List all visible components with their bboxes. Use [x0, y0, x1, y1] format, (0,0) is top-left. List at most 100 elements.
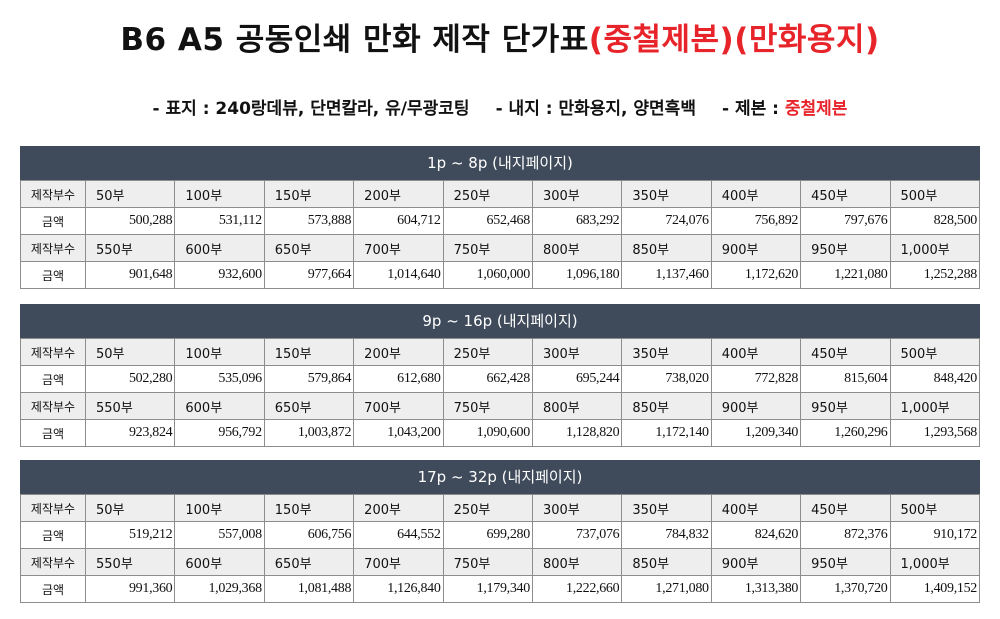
price-cell: 604,712: [353, 207, 444, 235]
quantity-cell: 700부: [353, 392, 444, 420]
price-cell: 531,112: [174, 207, 265, 235]
price-cell: 1,137,460: [621, 261, 712, 289]
price-cell: 1,293,568: [889, 419, 981, 447]
price-cell: 848,420: [889, 365, 981, 393]
quantity-row: 제작부수 50부 100부 150부 200부 250부 300부 350부 400부 450부 5…: [20, 494, 981, 522]
row-label-quantity: 제작부수: [20, 392, 86, 420]
price-cell: 1,014,640: [353, 261, 444, 289]
price-cell: 991,360: [84, 575, 176, 603]
quantity-cell: 750부: [442, 548, 533, 576]
price-row: 금액 901,648 932,600 977,664 1,014,640 1,060,00…: [20, 261, 981, 289]
row-label-price: 금액: [20, 575, 86, 603]
price-section-1-8p: 1p ~ 8p (내지페이지) 제작부수 50부 100부 150부 200부 250부 3…: [20, 146, 981, 289]
section-header: 9p ~ 16p (내지페이지): [20, 304, 980, 338]
quantity-cell: 850부: [621, 234, 712, 262]
quantity-row: 제작부수 50부 100부 150부 200부 250부 300부 350부 400부 450부 5…: [20, 338, 981, 366]
row-label-price: 금액: [20, 419, 86, 447]
price-cell: 699,280: [442, 521, 533, 549]
quantity-cell: 550부: [84, 548, 176, 576]
section-header: 1p ~ 8p (내지페이지): [20, 146, 980, 180]
quantity-cell: 650부: [263, 234, 355, 262]
price-cell: 652,468: [442, 207, 533, 235]
row-label-price: 금액: [20, 261, 86, 289]
row-label-quantity: 제작부수: [20, 338, 86, 366]
price-cell: 1,043,200: [353, 419, 444, 447]
price-section-17-32p: 17p ~ 32p (내지페이지) 제작부수 50부 100부 150부 200부 250…: [20, 460, 981, 603]
quantity-cell: 150부: [263, 180, 355, 208]
price-row: 금액 502,280 535,096 579,864 612,680 662,428 695…: [20, 365, 981, 393]
price-cell: 1,179,340: [442, 575, 533, 603]
quantity-cell: 150부: [263, 494, 355, 522]
price-cell: 815,604: [800, 365, 891, 393]
price-cell: 1,060,000: [442, 261, 533, 289]
price-cell: 606,756: [263, 521, 355, 549]
price-row: 금액 991,360 1,029,368 1,081,488 1,126,840 1,17…: [20, 575, 981, 603]
quantity-cell: 400부: [710, 180, 802, 208]
quantity-cell: 700부: [353, 548, 444, 576]
price-cell: 644,552: [353, 521, 444, 549]
price-cell: 1,172,620: [710, 261, 802, 289]
price-cell: 1,409,152: [889, 575, 981, 603]
quantity-cell: 650부: [263, 392, 355, 420]
quantity-cell: 50부: [84, 338, 176, 366]
quantity-cell: 500부: [889, 180, 981, 208]
quantity-cell: 450부: [800, 180, 891, 208]
price-cell: 695,244: [531, 365, 623, 393]
price-cell: 519,212: [84, 521, 176, 549]
price-cell: 828,500: [889, 207, 981, 235]
quantity-cell: 950부: [800, 548, 891, 576]
quantity-row: 제작부수 550부 600부 650부 700부 750부 800부 850부 900부 950부…: [20, 548, 981, 576]
quantity-cell: 100부: [174, 338, 265, 366]
quantity-cell: 700부: [353, 234, 444, 262]
price-cell: 737,076: [531, 521, 623, 549]
quantity-cell: 750부: [442, 234, 533, 262]
price-cell: 901,648: [84, 261, 176, 289]
price-cell: 724,076: [621, 207, 712, 235]
quantity-cell: 300부: [531, 338, 623, 366]
quantity-cell: 350부: [621, 180, 712, 208]
price-cell: 772,828: [710, 365, 802, 393]
quantity-cell: 250부: [442, 180, 533, 208]
quantity-cell: 100부: [174, 494, 265, 522]
price-cell: 956,792: [174, 419, 265, 447]
price-cell: 683,292: [531, 207, 623, 235]
quantity-cell: 800부: [531, 392, 623, 420]
price-cell: 500,288: [84, 207, 176, 235]
quantity-cell: 300부: [531, 494, 623, 522]
section-header: 17p ~ 32p (내지페이지): [20, 460, 980, 494]
quantity-cell: 450부: [800, 494, 891, 522]
quantity-cell: 200부: [353, 180, 444, 208]
price-cell: 612,680: [353, 365, 444, 393]
quantity-cell: 200부: [353, 494, 444, 522]
page-title: B6 A5 공동인쇄 만화 제작 단가표(중철제본)(만화용지): [0, 12, 1000, 68]
price-cell: 1,126,840: [353, 575, 444, 603]
price-table: 제작부수 50부 100부 150부 200부 250부 300부 350부 400부 450부 5…: [20, 494, 981, 603]
price-cell: 923,824: [84, 419, 176, 447]
price-cell: 1,260,296: [800, 419, 891, 447]
quantity-cell: 350부: [621, 338, 712, 366]
quantity-cell: 50부: [84, 494, 176, 522]
quantity-cell: 450부: [800, 338, 891, 366]
quantity-cell: 600부: [174, 548, 265, 576]
quantity-cell: 50부: [84, 180, 176, 208]
quantity-cell: 1,000부: [889, 234, 981, 262]
quantity-cell: 100부: [174, 180, 265, 208]
price-cell: 824,620: [710, 521, 802, 549]
quantity-cell: 600부: [174, 234, 265, 262]
price-cell: 502,280: [84, 365, 176, 393]
row-label-price: 금액: [20, 365, 86, 393]
quantity-cell: 950부: [800, 392, 891, 420]
price-cell: 1,128,820: [531, 419, 623, 447]
row-label-quantity: 제작부수: [20, 548, 86, 576]
quantity-cell: 550부: [84, 234, 176, 262]
quantity-cell: 150부: [263, 338, 355, 366]
quantity-cell: 900부: [710, 548, 802, 576]
quantity-cell: 800부: [531, 548, 623, 576]
price-cell: 1,096,180: [531, 261, 623, 289]
price-cell: 1,313,380: [710, 575, 802, 603]
quantity-cell: 250부: [442, 338, 533, 366]
price-row: 금액 500,288 531,112 573,888 604,712 652,468 683…: [20, 207, 981, 235]
title-main: B6 A5 공동인쇄 만화 제작 단가표: [120, 22, 589, 58]
price-section-9-16p: 9p ~ 16p (내지페이지) 제작부수 50부 100부 150부 200부 250부…: [20, 304, 981, 447]
price-cell: 557,008: [174, 521, 265, 549]
